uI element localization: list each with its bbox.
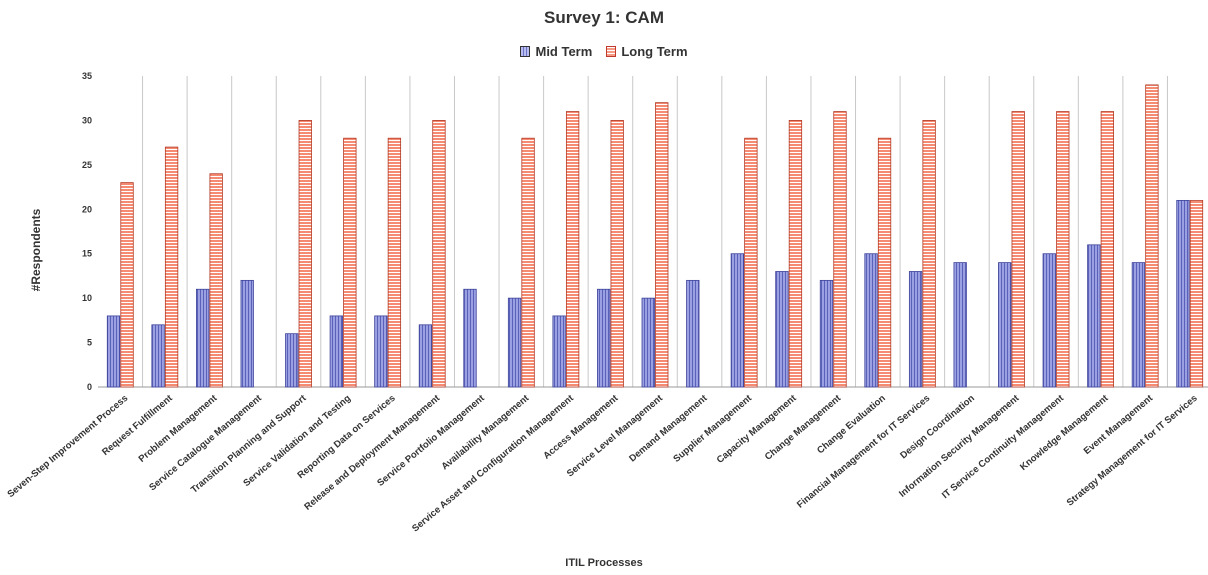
legend-swatch-long-term [606,46,617,57]
bar-mid-term [1131,262,1146,388]
bar-long-term [209,173,223,388]
bar-long-term [432,120,446,388]
bar-mid-term [775,271,789,388]
legend-item-long-term: Long Term [606,44,688,59]
x-tick-label: Service Asset and Configuration Manageme… [410,392,576,534]
y-axis: 0 5 10 15 20 25 30 35 [82,71,92,392]
y-tick-label: 30 [82,115,92,125]
bar-mid-term [1042,253,1056,388]
bar-mid-term [329,315,343,388]
bar-mid-term [953,262,967,388]
y-tick-label: 20 [82,204,92,214]
bar-long-term [1011,111,1025,388]
bar-mid-term [418,324,433,388]
legend: Mid Term Long Term [0,44,1208,59]
bar-mid-term [463,288,477,388]
bar-mid-term [864,253,878,388]
x-axis-label: ITIL Processes [565,557,643,569]
bar-long-term [120,182,134,388]
bar-long-term [1189,199,1204,388]
y-tick-label: 5 [87,338,92,348]
bar-mid-term [195,288,210,388]
legend-label-mid-term: Mid Term [535,44,593,59]
x-tick-label: Problem Management [137,392,220,464]
bar-mid-term [998,262,1012,388]
bar-long-term [1100,111,1114,388]
x-tick-label: Access Management [541,392,621,461]
chart-title: Survey 1: CAM [544,8,664,27]
bar-long-term [744,137,758,388]
bar-mid-term [908,271,923,388]
bar-long-term [1145,84,1159,388]
bar-long-term [833,111,847,388]
x-tick-label: Change Management [763,392,844,462]
x-tick-label: Supplier Management [671,392,754,464]
bar-long-term [877,137,892,388]
y-tick-label: 0 [87,382,92,392]
x-tick-label: Availability Management [440,392,532,472]
bar-mid-term [285,333,299,388]
x-tick-label: Capacity Management [715,392,800,465]
bar-long-term [298,120,312,388]
bar-long-term [1056,111,1070,388]
bar-mid-term [374,315,388,388]
bar-long-term [610,120,624,388]
bar-long-term [343,137,357,388]
x-tick-label: Demand Management [627,392,710,464]
bar-mid-term [819,279,834,388]
bar-long-term [164,146,179,388]
legend-label-long-term: Long Term [621,44,688,59]
bar-mid-term [552,315,566,388]
y-tick-label: 25 [82,160,92,170]
bar-mid-term [597,288,611,388]
bar-mid-term [641,297,655,388]
bar-mid-term [1087,244,1101,388]
x-tick-label: Knowledge Management [1018,392,1111,473]
legend-swatch-mid-term [520,46,531,57]
bar-mid-term [507,297,522,388]
bar-mid-term [730,253,745,388]
bar-long-term [922,120,936,388]
grid [98,76,1208,388]
bar-mid-term [1176,199,1190,388]
bar-long-term [521,137,535,388]
bar-mid-term [151,324,165,388]
bar-mid-term [686,279,700,388]
bar-long-term [788,120,803,388]
bar-long-term [387,137,402,388]
bar-mid-term [240,279,254,388]
legend-item-mid-term: Mid Term [520,44,592,59]
bar-long-term [655,102,669,388]
bar-mid-term [106,315,121,388]
bar-long-term [565,111,580,388]
bars [106,84,1204,388]
x-tick-label: Design Coordination [898,393,977,462]
y-tick-label: 10 [82,293,92,303]
y-tick-label: 35 [82,71,92,81]
y-tick-label: 15 [82,249,92,259]
